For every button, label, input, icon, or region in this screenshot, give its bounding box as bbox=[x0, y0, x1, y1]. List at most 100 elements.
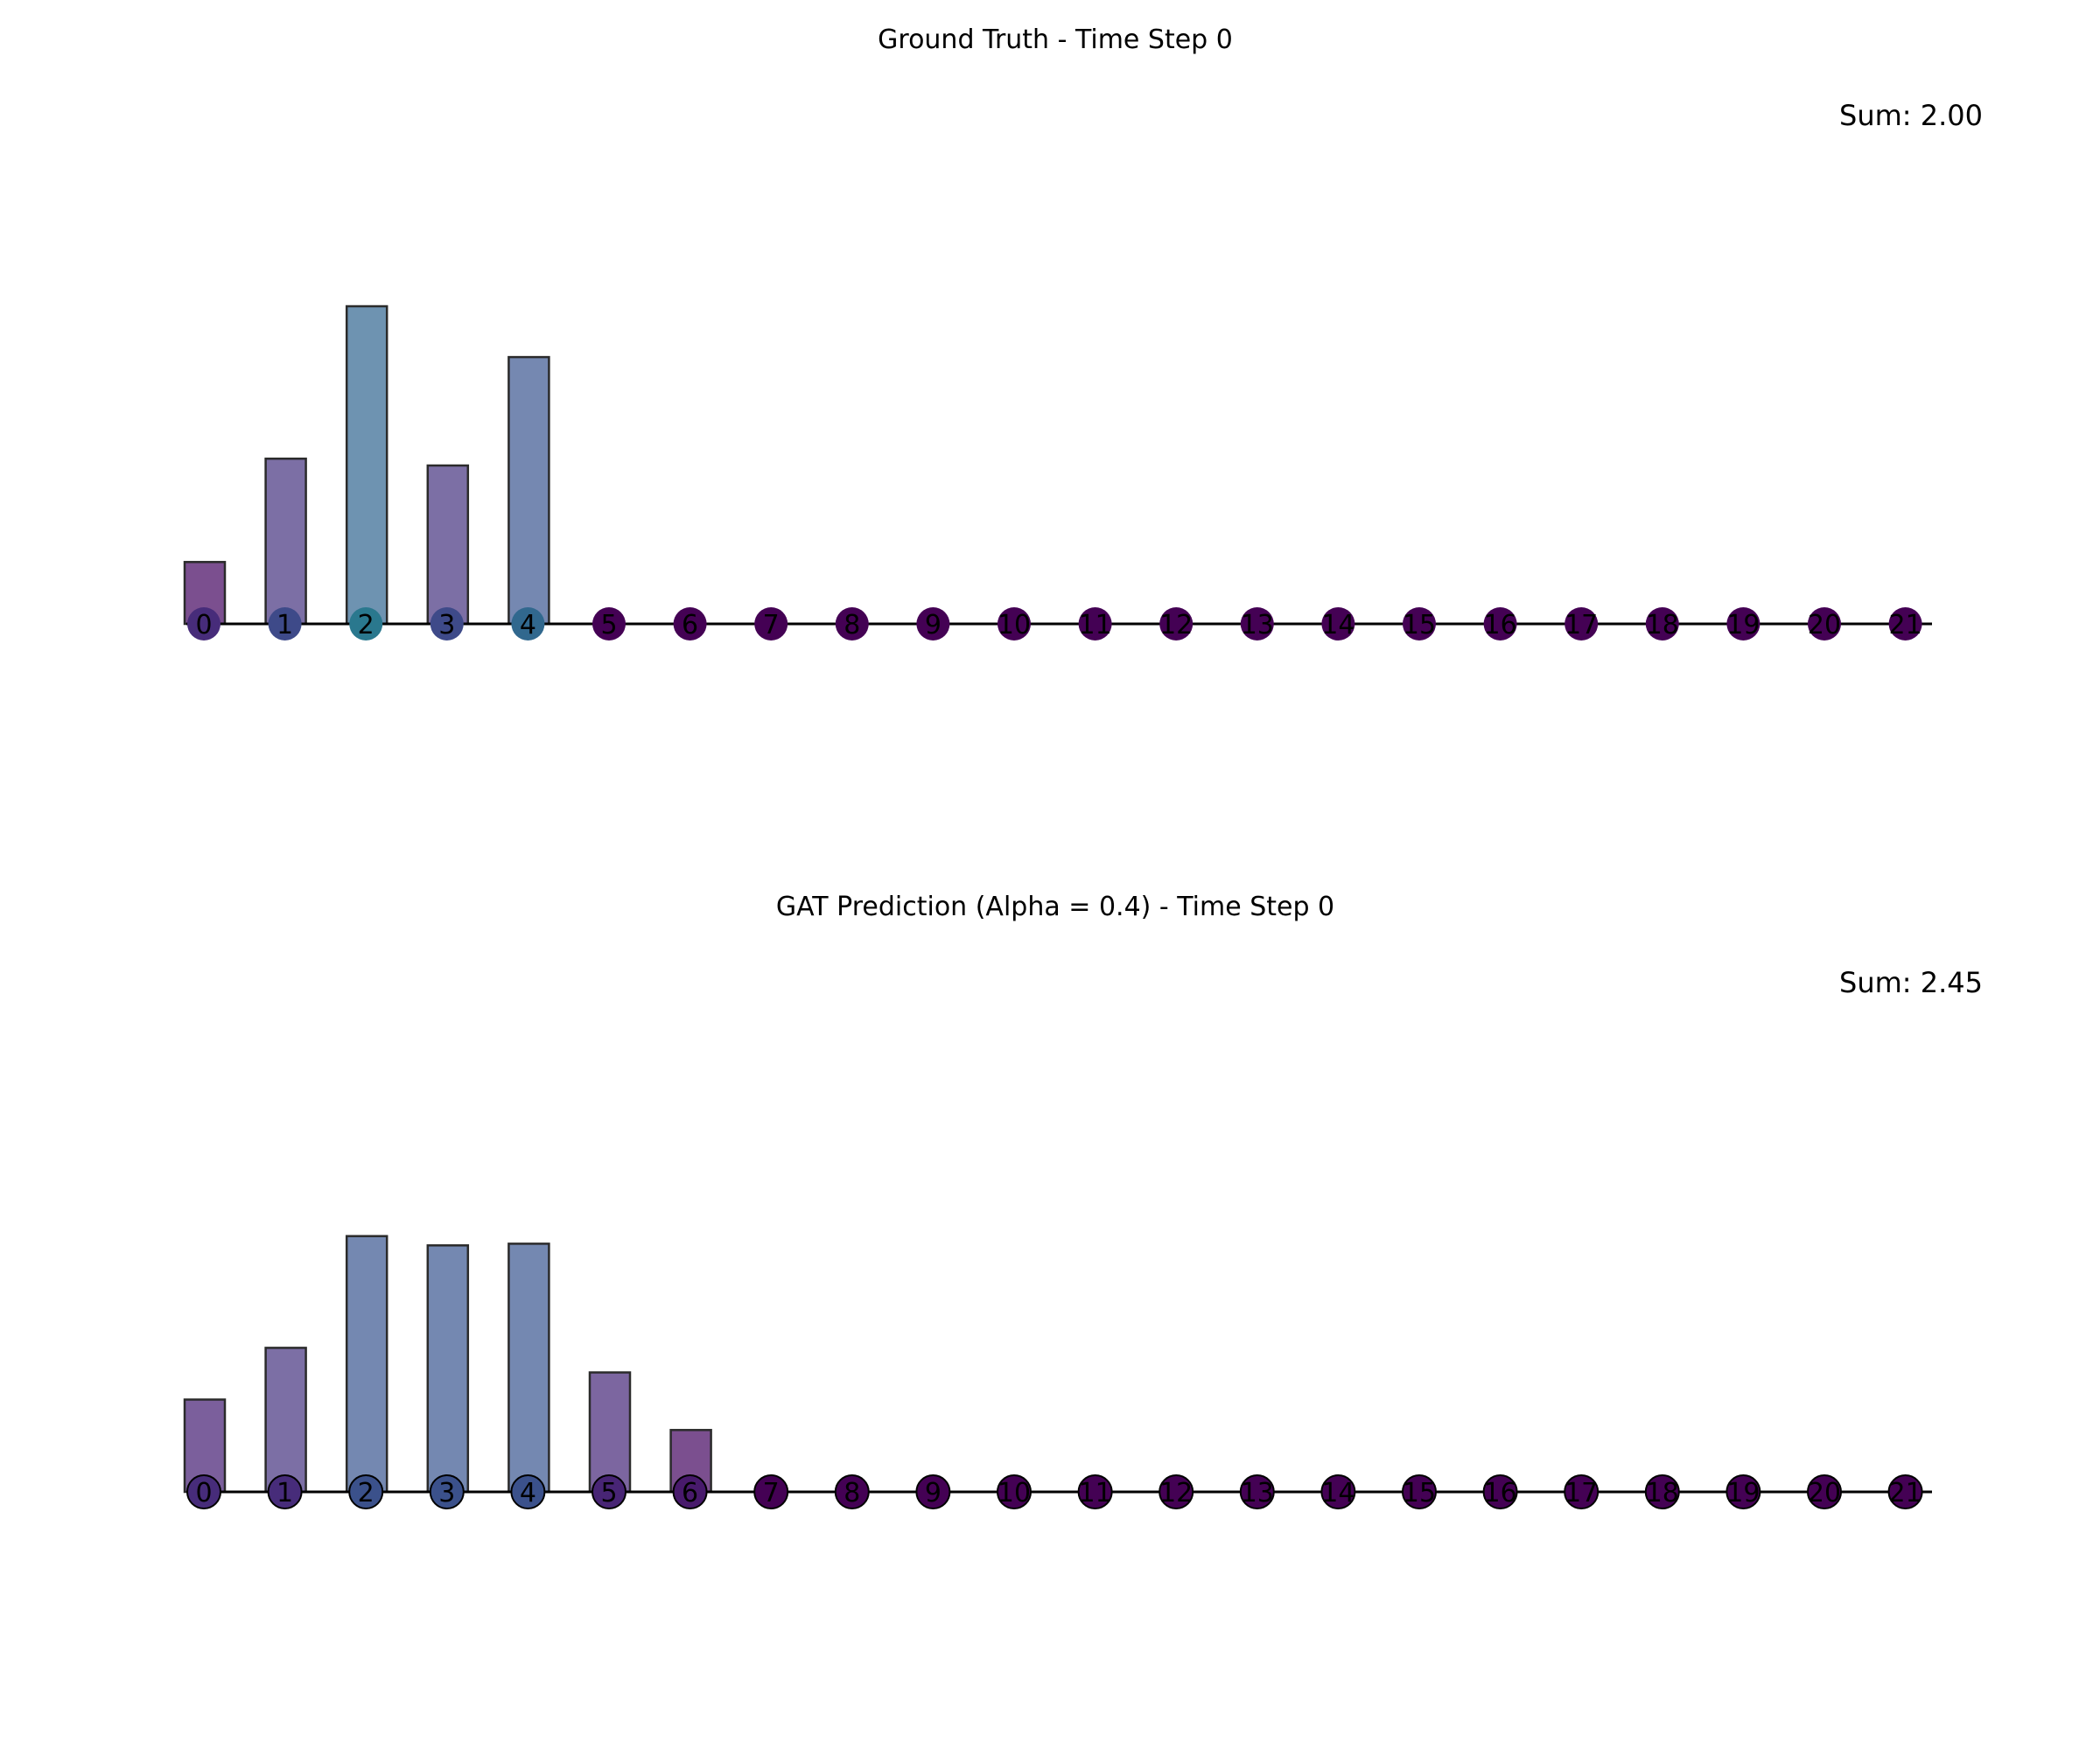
gat-prediction-sum-label: Sum: 2.45 bbox=[1839, 966, 1983, 999]
gat-prediction-node-12 bbox=[1158, 1474, 1194, 1509]
ground-truth-node-label-2: 2 bbox=[358, 610, 374, 640]
ground-truth-node-label-13: 13 bbox=[1241, 610, 1274, 640]
gat-prediction-node-1 bbox=[267, 1474, 303, 1509]
ground-truth-node-10 bbox=[998, 607, 1031, 640]
ground-truth-node-20 bbox=[1808, 607, 1841, 640]
gat-prediction-node-label-8: 8 bbox=[844, 1478, 860, 1508]
ground-truth-node-label-12: 12 bbox=[1159, 610, 1193, 640]
gat-prediction-node-label-0: 0 bbox=[195, 1478, 212, 1508]
gat-prediction-node-16 bbox=[1482, 1474, 1518, 1509]
ground-truth-node-18 bbox=[1645, 607, 1679, 640]
ground-truth-node-label-18: 18 bbox=[1646, 610, 1679, 640]
ground-truth-node-label-7: 7 bbox=[763, 610, 780, 640]
ground-truth-node-17 bbox=[1564, 607, 1599, 640]
ground-truth-node-label-6: 6 bbox=[682, 610, 698, 640]
ground-truth-node-11 bbox=[1078, 607, 1112, 640]
gat-prediction-node-9 bbox=[915, 1474, 951, 1509]
gat-prediction-node-10 bbox=[997, 1474, 1032, 1509]
gat-prediction-node-label-6: 6 bbox=[682, 1478, 698, 1508]
gat-prediction-node-label-5: 5 bbox=[600, 1478, 617, 1508]
gat-prediction-node-13 bbox=[1239, 1474, 1275, 1509]
ground-truth-node-label-10: 10 bbox=[998, 610, 1031, 640]
ground-truth-node-label-5: 5 bbox=[600, 610, 617, 640]
gat-prediction-bar-5 bbox=[588, 1371, 632, 1494]
ground-truth-node-0 bbox=[187, 607, 220, 640]
gat-prediction-node-label-7: 7 bbox=[763, 1478, 780, 1508]
gat-prediction-node-8 bbox=[834, 1474, 870, 1509]
ground-truth-bar-2 bbox=[345, 304, 388, 626]
gat-prediction-node-label-3: 3 bbox=[438, 1478, 455, 1508]
ground-truth-node-label-19: 19 bbox=[1726, 610, 1760, 640]
ground-truth-node-14 bbox=[1321, 607, 1355, 640]
ground-truth-node-3 bbox=[430, 607, 464, 640]
ground-truth-node-6 bbox=[673, 607, 707, 640]
gat-prediction-node-2 bbox=[348, 1474, 384, 1509]
gat-prediction-node-15 bbox=[1402, 1474, 1437, 1509]
gat-prediction-node-label-13: 13 bbox=[1241, 1478, 1274, 1508]
ground-truth-node-label-8: 8 bbox=[844, 610, 860, 640]
ground-truth-node-19 bbox=[1726, 607, 1760, 640]
ground-truth-bar-1 bbox=[264, 457, 307, 626]
ground-truth-bar-3 bbox=[426, 464, 470, 626]
gat-prediction-title: GAT Prediction (Alpha = 0.4) - Time Step… bbox=[776, 892, 1334, 922]
gat-prediction-node-21 bbox=[1887, 1474, 1923, 1509]
gat-prediction-node-label-14: 14 bbox=[1321, 1478, 1354, 1508]
gat-prediction-node-label-11: 11 bbox=[1079, 1478, 1112, 1508]
gat-prediction-node-label-21: 21 bbox=[1889, 1478, 1922, 1508]
gat-prediction-node-label-16: 16 bbox=[1484, 1478, 1517, 1508]
ground-truth-nodes: 0 1 2 3 4 5 6 7 8 9 10 11 12 13 14 15 16 17 18 19 20 21 bbox=[187, 607, 1922, 640]
gat-prediction-node-14 bbox=[1320, 1474, 1356, 1509]
ground-truth-node-5 bbox=[592, 607, 626, 640]
ground-truth-node-label-21: 21 bbox=[1889, 610, 1922, 640]
ground-truth-node-1 bbox=[268, 607, 302, 640]
ground-truth-node-label-11: 11 bbox=[1079, 610, 1112, 640]
ground-truth-node-7 bbox=[754, 607, 788, 640]
gat-prediction-node-label-4: 4 bbox=[520, 1478, 536, 1508]
ground-truth-node-16 bbox=[1483, 607, 1517, 640]
ground-truth-title: Ground Truth - Time Step 0 bbox=[878, 24, 1233, 55]
ground-truth-node-label-14: 14 bbox=[1321, 610, 1354, 640]
gat-prediction-node-7 bbox=[753, 1474, 789, 1509]
gat-prediction-node-label-12: 12 bbox=[1159, 1478, 1193, 1508]
gat-prediction-node-6 bbox=[672, 1474, 708, 1509]
gat-prediction-node-label-9: 9 bbox=[925, 1478, 942, 1508]
ground-truth-node-4 bbox=[511, 607, 545, 640]
ground-truth-node-21 bbox=[1888, 607, 1922, 640]
gat-prediction-node-3 bbox=[429, 1474, 465, 1509]
ground-truth-node-label-3: 3 bbox=[438, 610, 455, 640]
gat-prediction-panel: GAT Prediction (Alpha = 0.4) - Time Step… bbox=[183, 892, 1983, 1509]
ground-truth-node-label-1: 1 bbox=[276, 610, 293, 640]
ground-truth-node-15 bbox=[1403, 607, 1436, 640]
gat-prediction-node-11 bbox=[1077, 1474, 1113, 1509]
ground-truth-node-2 bbox=[349, 607, 383, 640]
ground-truth-node-label-4: 4 bbox=[520, 610, 536, 640]
ground-truth-node-label-20: 20 bbox=[1808, 610, 1841, 640]
ground-truth-sum-label: Sum: 2.00 bbox=[1839, 99, 1983, 132]
gat-prediction-bars bbox=[183, 1235, 712, 1494]
ground-truth-node-8 bbox=[835, 607, 869, 640]
gat-prediction-node-label-15: 15 bbox=[1403, 1478, 1436, 1508]
gat-prediction-node-label-1: 1 bbox=[276, 1478, 293, 1508]
gat-prediction-node-19 bbox=[1726, 1474, 1761, 1509]
ground-truth-bar-4 bbox=[508, 355, 550, 626]
gat-prediction-node-label-19: 19 bbox=[1726, 1478, 1760, 1508]
gat-prediction-node-17 bbox=[1564, 1474, 1600, 1509]
gat-prediction-bar-4 bbox=[508, 1242, 550, 1494]
gat-prediction-node-18 bbox=[1644, 1474, 1680, 1509]
gat-prediction-node-20 bbox=[1807, 1474, 1842, 1509]
gat-prediction-node-label-17: 17 bbox=[1564, 1478, 1598, 1508]
gat-prediction-node-label-10: 10 bbox=[998, 1478, 1031, 1508]
gat-prediction-nodes: 0 1 2 3 4 5 6 7 8 9 10 11 12 13 14 15 16 17 18 19 20 21 bbox=[186, 1474, 1923, 1509]
gat-prediction-node-label-18: 18 bbox=[1646, 1478, 1679, 1508]
ground-truth-node-label-9: 9 bbox=[925, 610, 942, 640]
ground-truth-node-13 bbox=[1240, 607, 1274, 640]
gat-prediction-node-label-2: 2 bbox=[358, 1478, 374, 1508]
gat-prediction-bar-1 bbox=[264, 1347, 307, 1494]
gat-prediction-bar-2 bbox=[345, 1235, 388, 1494]
gat-prediction-node-label-20: 20 bbox=[1808, 1478, 1841, 1508]
gat-prediction-node-4 bbox=[510, 1474, 546, 1509]
gat-prediction-node-5 bbox=[592, 1474, 626, 1509]
